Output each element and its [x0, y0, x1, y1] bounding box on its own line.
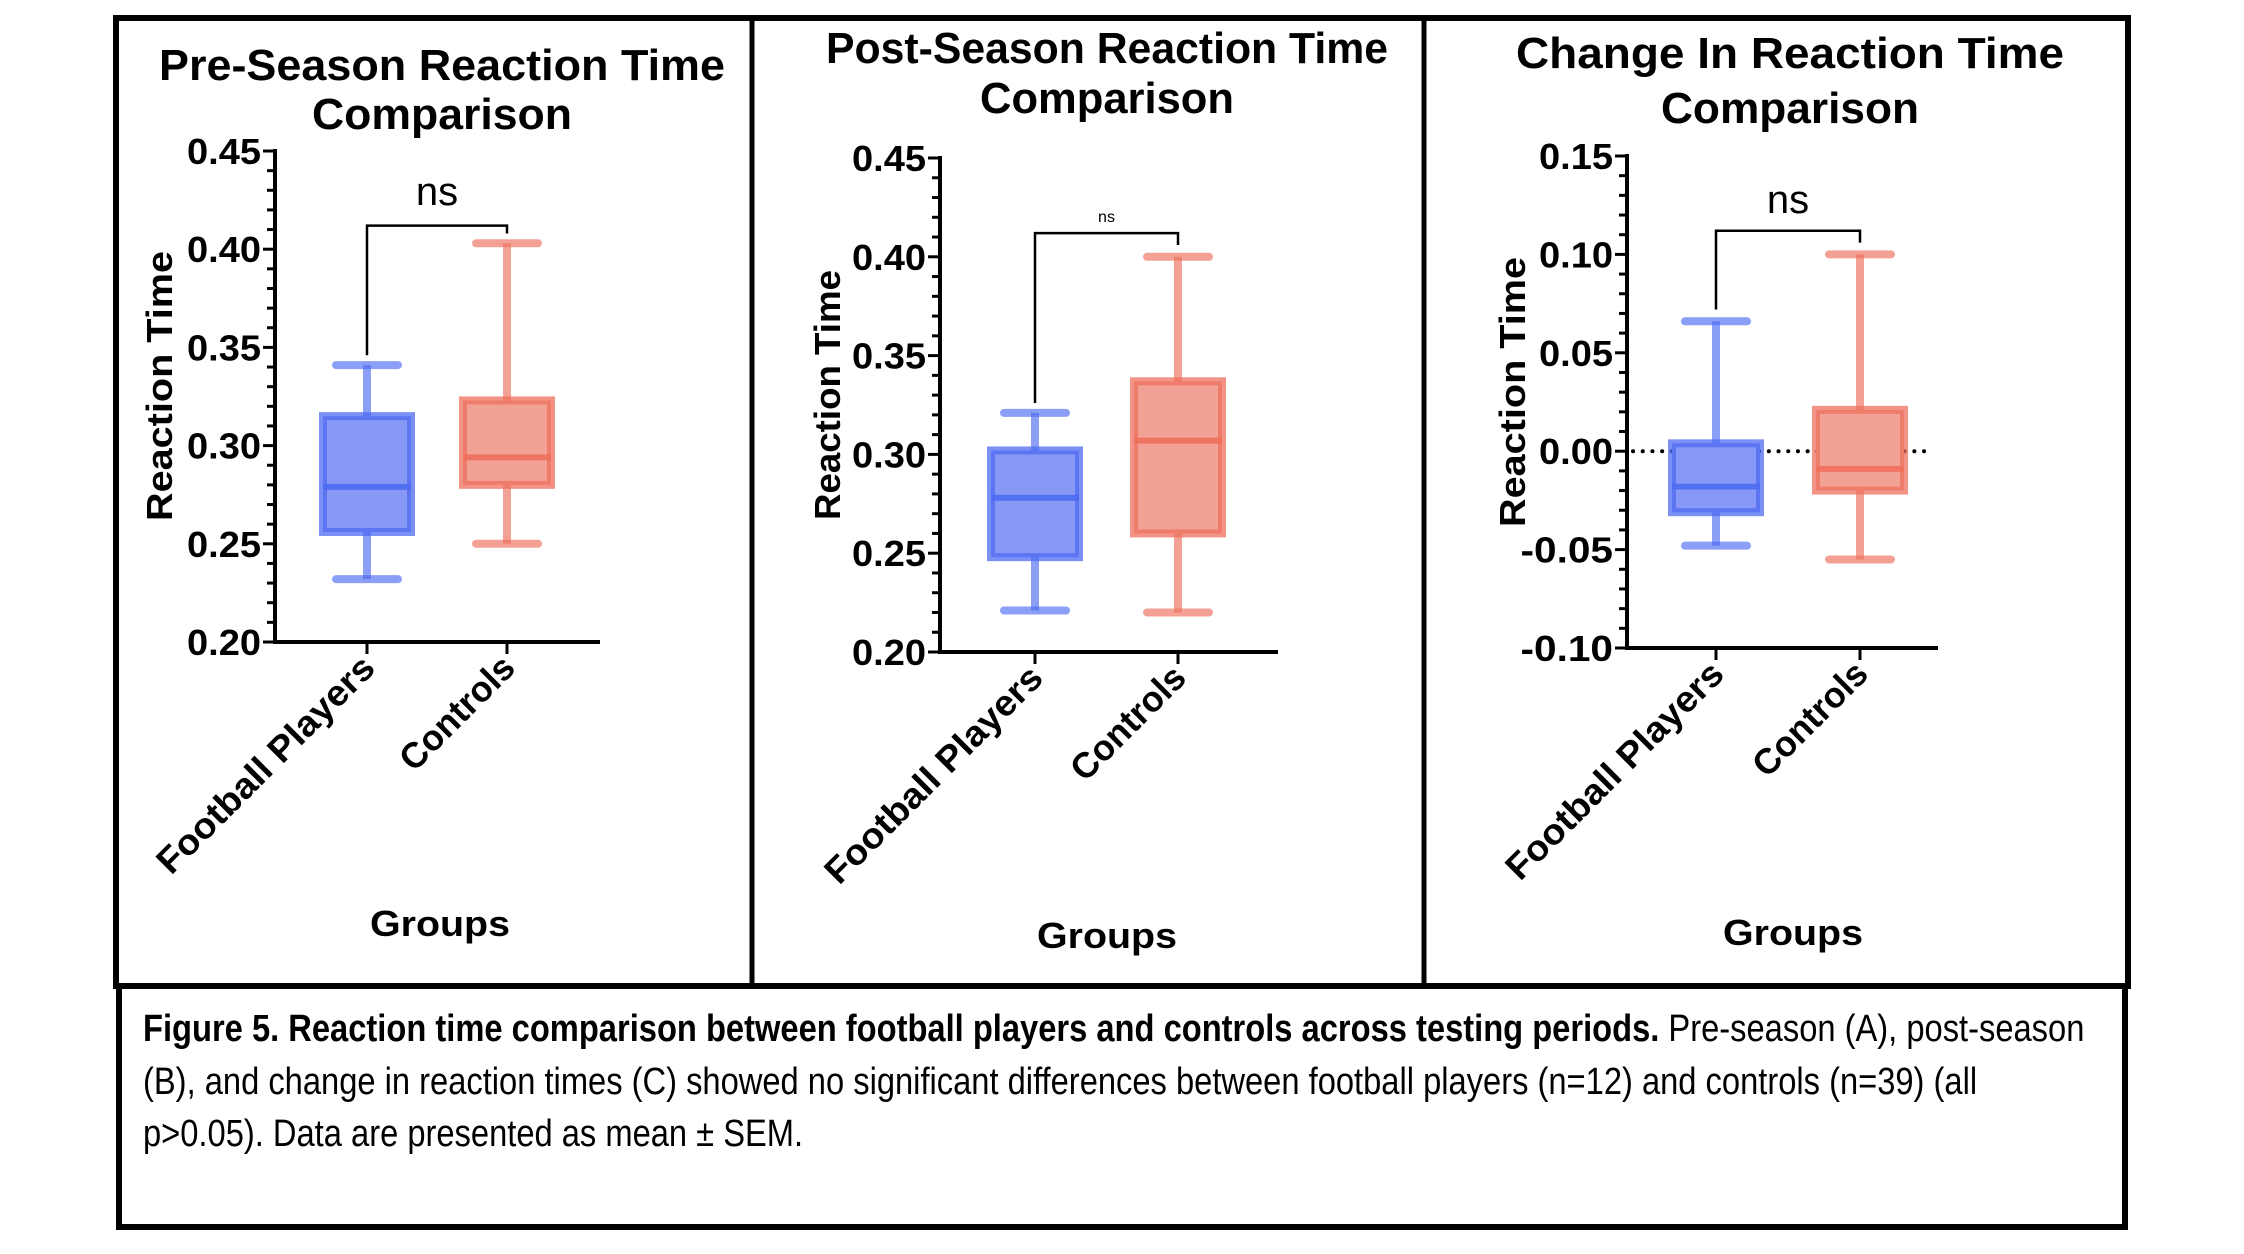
iqr-box	[987, 446, 1083, 562]
caption-body: Pre-season (A), post-season (B), and cha…	[143, 1008, 2085, 1155]
significance-label: ns	[416, 170, 458, 214]
chart-title-line-2: Comparison	[980, 74, 1234, 123]
y-tick-label: 0.40	[187, 229, 261, 270]
iqr-box	[459, 396, 555, 489]
y-tick-label: 0.45	[852, 138, 926, 179]
iqr-box	[319, 412, 415, 537]
y-tick-label: 0.10	[1539, 234, 1613, 275]
significance-bracket	[1033, 231, 1180, 404]
box-controls	[1812, 250, 1908, 564]
y-axis-label: Reaction Time	[139, 251, 180, 521]
y-tick-label: 0.45	[187, 131, 261, 172]
caption-border	[116, 983, 2128, 1230]
y-tick-label: 0.25	[852, 533, 926, 574]
y-tick-label: 0.20	[187, 622, 261, 663]
y-tick-label: 0.30	[187, 426, 261, 467]
iqr-box	[1668, 439, 1764, 517]
box-controls	[459, 239, 555, 548]
x-label-controls: Controls	[1744, 653, 1876, 785]
significance-label: ns	[1767, 178, 1809, 222]
y-tick-label: 0.15	[1539, 136, 1613, 177]
box-football-players	[1668, 317, 1764, 550]
significance-bracket	[365, 224, 509, 356]
x-label-football-players: Football Players	[816, 657, 1051, 892]
chart-title-line-2: Comparison	[1661, 84, 1919, 133]
y-axis-label: Reaction Time	[807, 270, 848, 520]
y-tick-label: -0.10	[1521, 628, 1614, 669]
x-label-football-players: Football Players	[148, 647, 383, 882]
x-label-controls: Controls	[391, 647, 523, 779]
x-label-football-players: Football Players	[1497, 653, 1732, 888]
chart-title-line-1: Pre-Season Reaction Time	[159, 41, 725, 90]
x-axis-label: Groups	[370, 903, 510, 944]
box-football-players	[987, 408, 1083, 615]
panel-c-change: Change In Reaction Time Comparison Reactio…	[1492, 29, 2064, 953]
y-tick-label: 0.25	[187, 524, 261, 565]
y-tick-label: 0.35	[187, 327, 261, 368]
y-tick-label: 0.20	[852, 632, 926, 673]
y-tick-label: 0.05	[1539, 333, 1613, 374]
y-tick-label: 0.40	[852, 237, 926, 278]
box-controls	[1130, 252, 1226, 617]
caption-bold-lead: Figure 5. Reaction time comparison betwe…	[143, 1008, 1660, 1050]
x-axis-label: Groups	[1037, 915, 1177, 956]
box-football-players	[319, 361, 415, 584]
iqr-box	[1130, 377, 1226, 538]
chart-title-line-2: Comparison	[312, 90, 572, 139]
significance-bracket	[1714, 229, 1862, 310]
significance-label: ns	[1098, 209, 1115, 226]
chart-title-line-1: Change In Reaction Time	[1516, 29, 2064, 78]
y-tick-label: 0.30	[852, 434, 926, 475]
y-tick-label: 0.00	[1539, 431, 1613, 472]
panels-border	[113, 15, 2131, 989]
x-label-controls: Controls	[1062, 657, 1194, 789]
y-axis-label: Reaction Time	[1492, 257, 1533, 527]
y-tick-label: 0.35	[852, 336, 926, 377]
chart-title-line-1: Post-Season Reaction Time	[826, 24, 1388, 73]
x-axis-label: Groups	[1723, 912, 1863, 953]
iqr-box	[1812, 405, 1908, 495]
figure-caption: Figure 5. Reaction time comparison betwe…	[143, 1003, 2087, 1161]
y-tick-label: -0.05	[1521, 530, 1614, 571]
